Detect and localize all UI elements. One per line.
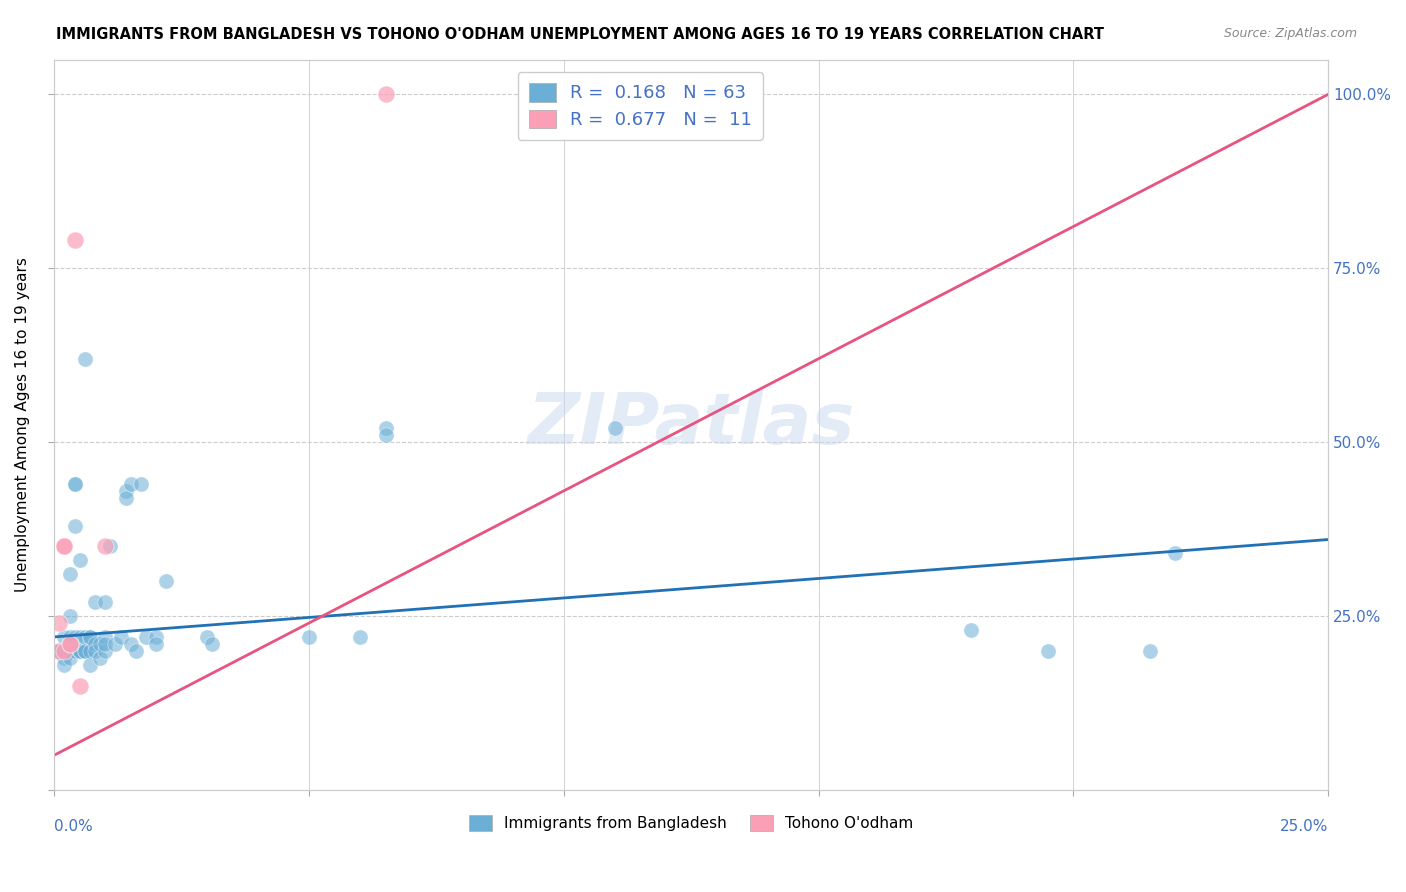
Point [89,650,111,665]
Point [58,650,80,665]
Point [94,644,117,658]
Point [73,644,96,658]
Point [79,657,101,672]
Point [114,491,136,505]
Point [94,637,117,651]
Point [129,476,152,491]
Point [58,567,80,582]
Text: ZIPatlas: ZIPatlas [527,391,855,459]
Point [135,630,157,644]
Point [53,650,76,665]
Point [48,615,70,630]
Point [63,518,86,533]
Point [84,637,107,651]
Point [94,540,117,554]
Point [374,421,396,435]
Point [603,421,626,435]
Point [374,87,396,102]
Point [58,637,80,651]
Point [349,630,371,644]
Point [1164,546,1187,560]
Text: 0.0%: 0.0% [55,819,93,834]
Point [73,630,96,644]
Point [69,644,91,658]
Point [58,609,80,624]
Point [120,637,142,651]
Text: Source: ZipAtlas.com: Source: ZipAtlas.com [1223,27,1357,40]
Point [58,644,80,658]
Point [53,644,76,658]
Point [48,644,70,658]
Point [53,540,76,554]
Point [79,644,101,658]
Point [298,630,321,644]
Point [125,644,148,658]
Text: 25.0%: 25.0% [1279,819,1329,834]
Point [58,637,80,651]
Point [58,630,80,644]
Point [53,657,76,672]
Point [110,630,132,644]
Point [79,630,101,644]
Point [63,644,86,658]
Point [1139,644,1161,658]
Point [114,483,136,498]
Point [145,630,167,644]
Point [89,637,111,651]
Point [155,574,177,589]
Point [63,476,86,491]
Point [94,630,117,644]
Point [69,644,91,658]
Point [84,644,107,658]
Point [53,644,76,658]
Point [145,637,167,651]
Point [69,679,91,693]
Point [69,644,91,658]
Point [120,476,142,491]
Point [63,476,86,491]
Point [48,644,70,658]
Point [201,637,224,651]
Point [53,644,76,658]
Point [63,630,86,644]
Point [69,630,91,644]
Point [94,595,117,609]
Point [1036,644,1059,658]
Point [73,644,96,658]
Point [960,623,983,637]
Legend: R =  0.168   N = 63, R =  0.677   N =  11: R = 0.168 N = 63, R = 0.677 N = 11 [517,72,763,140]
Point [73,351,96,366]
Point [63,234,86,248]
Point [69,553,91,567]
Point [195,630,218,644]
Point [53,540,76,554]
Point [104,637,127,651]
Point [79,630,101,644]
Point [98,540,121,554]
Point [84,595,107,609]
Point [374,428,396,442]
Text: IMMIGRANTS FROM BANGLADESH VS TOHONO O'ODHAM UNEMPLOYMENT AMONG AGES 16 TO 19 YE: IMMIGRANTS FROM BANGLADESH VS TOHONO O'O… [56,27,1104,42]
Point [48,644,70,658]
Point [53,630,76,644]
Y-axis label: Unemployment Among Ages 16 to 19 years: Unemployment Among Ages 16 to 19 years [15,257,30,592]
